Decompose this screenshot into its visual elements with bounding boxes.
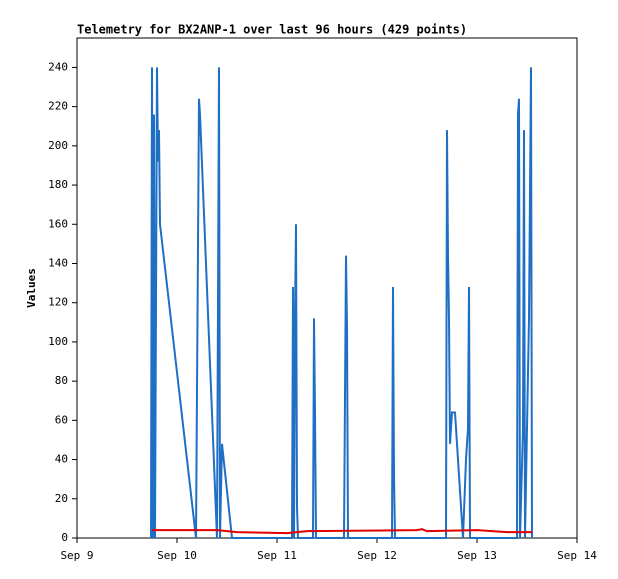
y-tick-label: 160 (48, 217, 68, 230)
y-tick-label: 60 (55, 413, 68, 426)
series-line (152, 528, 532, 535)
y-tick-label: 220 (48, 100, 68, 113)
y-tick-label: 40 (55, 453, 68, 466)
y-tick-label: 20 (55, 492, 68, 505)
x-tick-label: Sep 11 (257, 549, 297, 562)
x-tick-label: Sep 12 (357, 549, 397, 562)
y-tick-label: 80 (55, 374, 68, 387)
x-tick-label: Sep 10 (157, 549, 197, 562)
series-line (150, 67, 533, 539)
x-tick-label: Sep 9 (60, 549, 93, 562)
y-tick-label: 240 (48, 60, 68, 73)
y-tick-label: 200 (48, 139, 68, 152)
y-tick-label: 0 (61, 531, 68, 544)
y-tick-label: 120 (48, 296, 68, 309)
y-tick-label: 100 (48, 335, 68, 348)
y-tick-label: 180 (48, 178, 68, 191)
x-tick-label: Sep 14 (557, 549, 597, 562)
y-tick-label: 140 (48, 256, 68, 269)
y-axis-label: Values (25, 268, 38, 308)
x-tick-label: Sep 13 (457, 549, 497, 562)
chart-title: Telemetry for BX2ANP-1 over last 96 hour… (77, 23, 467, 37)
